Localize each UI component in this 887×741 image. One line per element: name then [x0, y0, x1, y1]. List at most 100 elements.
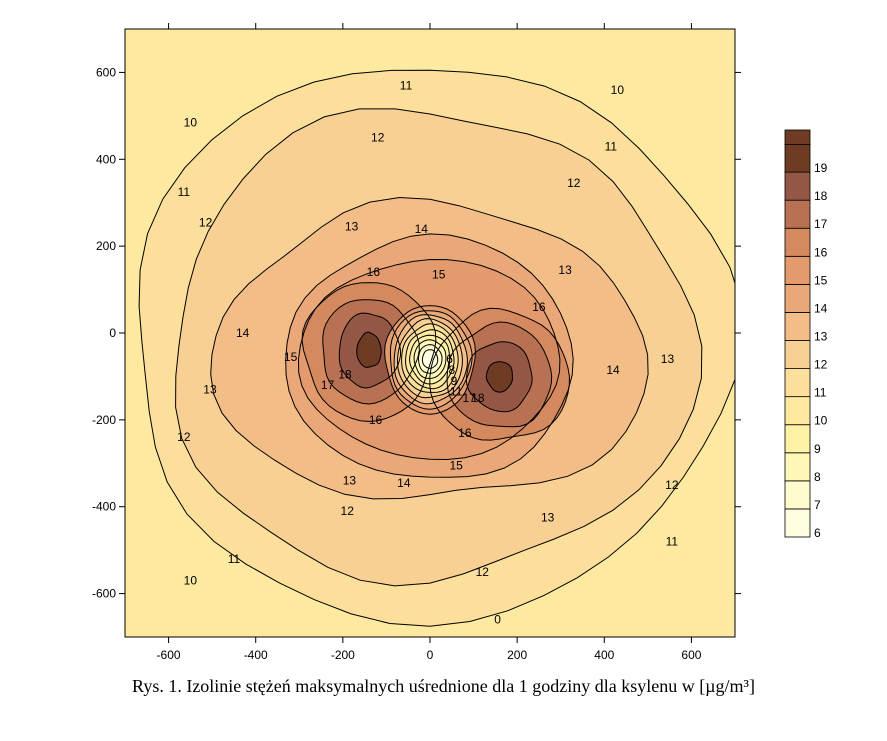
isoline-6-center	[421, 349, 439, 369]
x-tick-label-1: -400	[244, 648, 268, 662]
isoline-13	[210, 196, 649, 500]
band-19-lobe-2	[486, 361, 513, 393]
legend-label-6: 6	[814, 526, 821, 540]
isoline-15	[297, 258, 561, 461]
legend-label-15: 15	[814, 273, 828, 287]
isoline-12	[175, 108, 703, 587]
band-19-lobe-1	[356, 332, 382, 368]
isoline-16-lobe-1	[301, 282, 437, 423]
band-6-center	[422, 349, 438, 369]
contour-label-13: 16	[532, 300, 546, 314]
contour-label-25: 18	[471, 391, 485, 405]
contour-label-20: 6	[446, 352, 453, 366]
contour-label-28: 16	[458, 426, 472, 440]
contour-label-26: 13	[203, 382, 217, 396]
contour-label-24: 17	[463, 391, 477, 405]
x-axis: -600 -400 -200 0 200 400 600	[157, 23, 702, 662]
isoline-14-center	[389, 310, 473, 410]
contour-label-10: 16	[367, 265, 381, 279]
legend-swatch-11	[784, 368, 811, 398]
legend-label-18: 18	[814, 189, 828, 203]
legend-label-8: 8	[814, 470, 821, 484]
isoline-12-center	[396, 318, 463, 399]
contour-label-39: 10	[184, 574, 198, 588]
isoline-19-lobe-1	[356, 331, 382, 368]
legend-swatch-10	[784, 396, 811, 426]
contour-label-4: 11	[605, 139, 618, 153]
contour-label-1: 10	[611, 83, 625, 97]
contour-label-34: 12	[341, 504, 355, 518]
contour-label-29: 12	[177, 430, 191, 444]
contour-label-16: 13	[661, 352, 675, 366]
contour-label-17: 14	[606, 363, 620, 377]
isoline-13-center	[393, 314, 468, 405]
legend-swatch-18	[784, 171, 811, 201]
contour-label-3: 12	[371, 131, 385, 145]
contour-label-2: 10	[184, 115, 198, 129]
y-tick-label-5: -400	[92, 500, 116, 514]
contour-label-0: 11	[400, 78, 413, 92]
legend-label-17: 17	[814, 217, 828, 231]
x-tick-label-4: 200	[507, 648, 527, 662]
legend-swatch-9	[784, 424, 811, 454]
legend-label-7: 7	[814, 498, 821, 512]
isoline-14	[285, 233, 574, 478]
contour-label-31: 13	[343, 474, 357, 488]
contour-label-22: 9	[451, 374, 458, 388]
color-legend: 6 7 8 9 10 11 12 13 14 15 16 17 18 19	[784, 129, 828, 540]
legend-label-13: 13	[814, 330, 828, 344]
isoline-8-center	[413, 339, 447, 379]
contour-label-36: 11	[666, 534, 679, 548]
legend-swatch-6	[784, 508, 811, 538]
legend-swatch-17	[784, 199, 811, 229]
contour-label-15: 15	[284, 350, 298, 364]
legend-label-19: 19	[814, 161, 828, 175]
isoline-16-lobe-2	[429, 307, 570, 441]
isoline-10-center	[405, 329, 455, 390]
legend-swatch-15	[784, 255, 811, 285]
y-tick-label-4: -200	[92, 413, 116, 427]
y-tick-label-0: 600	[96, 65, 116, 79]
contour-label-40: 0	[494, 613, 501, 627]
contour-label-18: 18	[338, 367, 352, 381]
x-tick-label-5: 400	[594, 648, 614, 662]
isoline-17-lobe-1	[322, 299, 420, 405]
legend-swatch-top	[784, 129, 811, 145]
legend-label-11: 11	[814, 386, 827, 400]
contour-label-12: 13	[558, 263, 572, 277]
contour-label-38: 12	[476, 565, 490, 579]
contour-label-8: 13	[345, 220, 359, 234]
figure-caption: Rys. 1. Izolinie stężeń maksymalnych uśr…	[132, 676, 755, 696]
contour-label-23: 11	[450, 385, 463, 399]
contour-label-27: 16	[369, 413, 383, 427]
contour-label-19: 17	[321, 378, 335, 392]
legend-swatch-8	[784, 452, 811, 482]
legend-label-9: 9	[814, 442, 821, 456]
isoline-18-lobe-2	[465, 341, 533, 413]
contour-label-7: 12	[199, 215, 213, 229]
y-tick-label-6: -600	[92, 587, 116, 601]
contour-label-6: 12	[567, 176, 581, 190]
x-tick-label-3: 0	[427, 648, 434, 662]
isoline-17-lobe-2	[446, 321, 553, 428]
y-axis: 600 400 200 0 -200 -400 -600	[92, 65, 741, 601]
isoline-11-center	[401, 323, 459, 393]
contour-label-33: 12	[665, 478, 679, 492]
contour-label-11: 15	[432, 267, 446, 281]
contour-label-9: 14	[415, 222, 429, 236]
legend-swatch-19	[784, 143, 811, 173]
contour-lines	[138, 69, 735, 627]
isoline-15-center	[384, 305, 476, 415]
legend-label-16: 16	[814, 245, 828, 259]
legend-label-12: 12	[814, 358, 828, 372]
contour-label-5: 11	[178, 185, 191, 199]
plot-area	[125, 29, 735, 637]
legend-swatch-7	[784, 480, 811, 510]
y-tick-label-2: 200	[96, 239, 116, 253]
isoline-11	[138, 69, 735, 627]
legend-swatch-13	[784, 312, 811, 341]
legend-label-10: 10	[814, 414, 828, 428]
x-tick-label-0: -600	[157, 648, 181, 662]
